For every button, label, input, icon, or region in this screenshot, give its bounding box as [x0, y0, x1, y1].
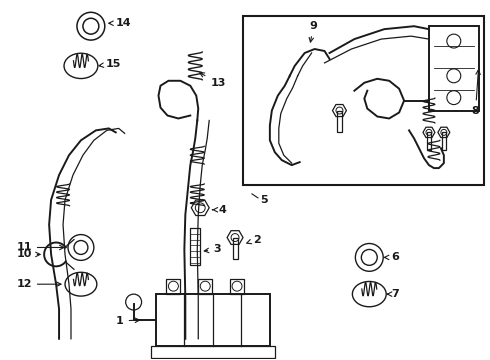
Bar [190, 228, 200, 265]
Text: 9: 9 [309, 21, 318, 42]
Text: 7: 7 [388, 289, 399, 299]
Text: 12: 12 [16, 279, 61, 289]
Text: 4: 4 [213, 205, 226, 215]
Text: 3: 3 [204, 244, 221, 255]
Text: 5: 5 [260, 195, 268, 205]
Text: 1: 1 [116, 316, 140, 326]
Text: 8: 8 [472, 70, 480, 116]
Text: 10: 10 [16, 249, 40, 260]
Bar [243, 16, 484, 185]
Bar [233, 238, 238, 260]
Text: 15: 15 [99, 59, 121, 69]
Bar [198, 279, 212, 294]
Bar [167, 279, 180, 294]
Bar [427, 132, 431, 150]
Bar [337, 111, 342, 132]
Bar [150, 346, 275, 357]
Text: 13: 13 [200, 73, 225, 88]
Bar [155, 294, 270, 346]
Text: 11: 11 [16, 243, 64, 252]
Bar [442, 132, 446, 150]
Text: 2: 2 [247, 234, 261, 244]
Text: 6: 6 [385, 252, 399, 262]
Bar [429, 26, 479, 111]
Text: 14: 14 [109, 18, 131, 28]
Bar [230, 279, 244, 294]
